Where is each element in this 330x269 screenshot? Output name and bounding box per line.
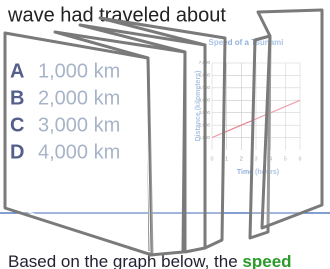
prompt-keyword: speed (242, 252, 291, 269)
slide: wave had traveled about Based on the gra… (0, 0, 330, 269)
prompt-text: Based on the graph below, the (8, 252, 242, 269)
x-tick-label: 2 (240, 156, 243, 162)
book-page (5, 33, 152, 255)
book-overlay (5, 10, 322, 255)
x-tick-label: 1 (225, 156, 228, 162)
